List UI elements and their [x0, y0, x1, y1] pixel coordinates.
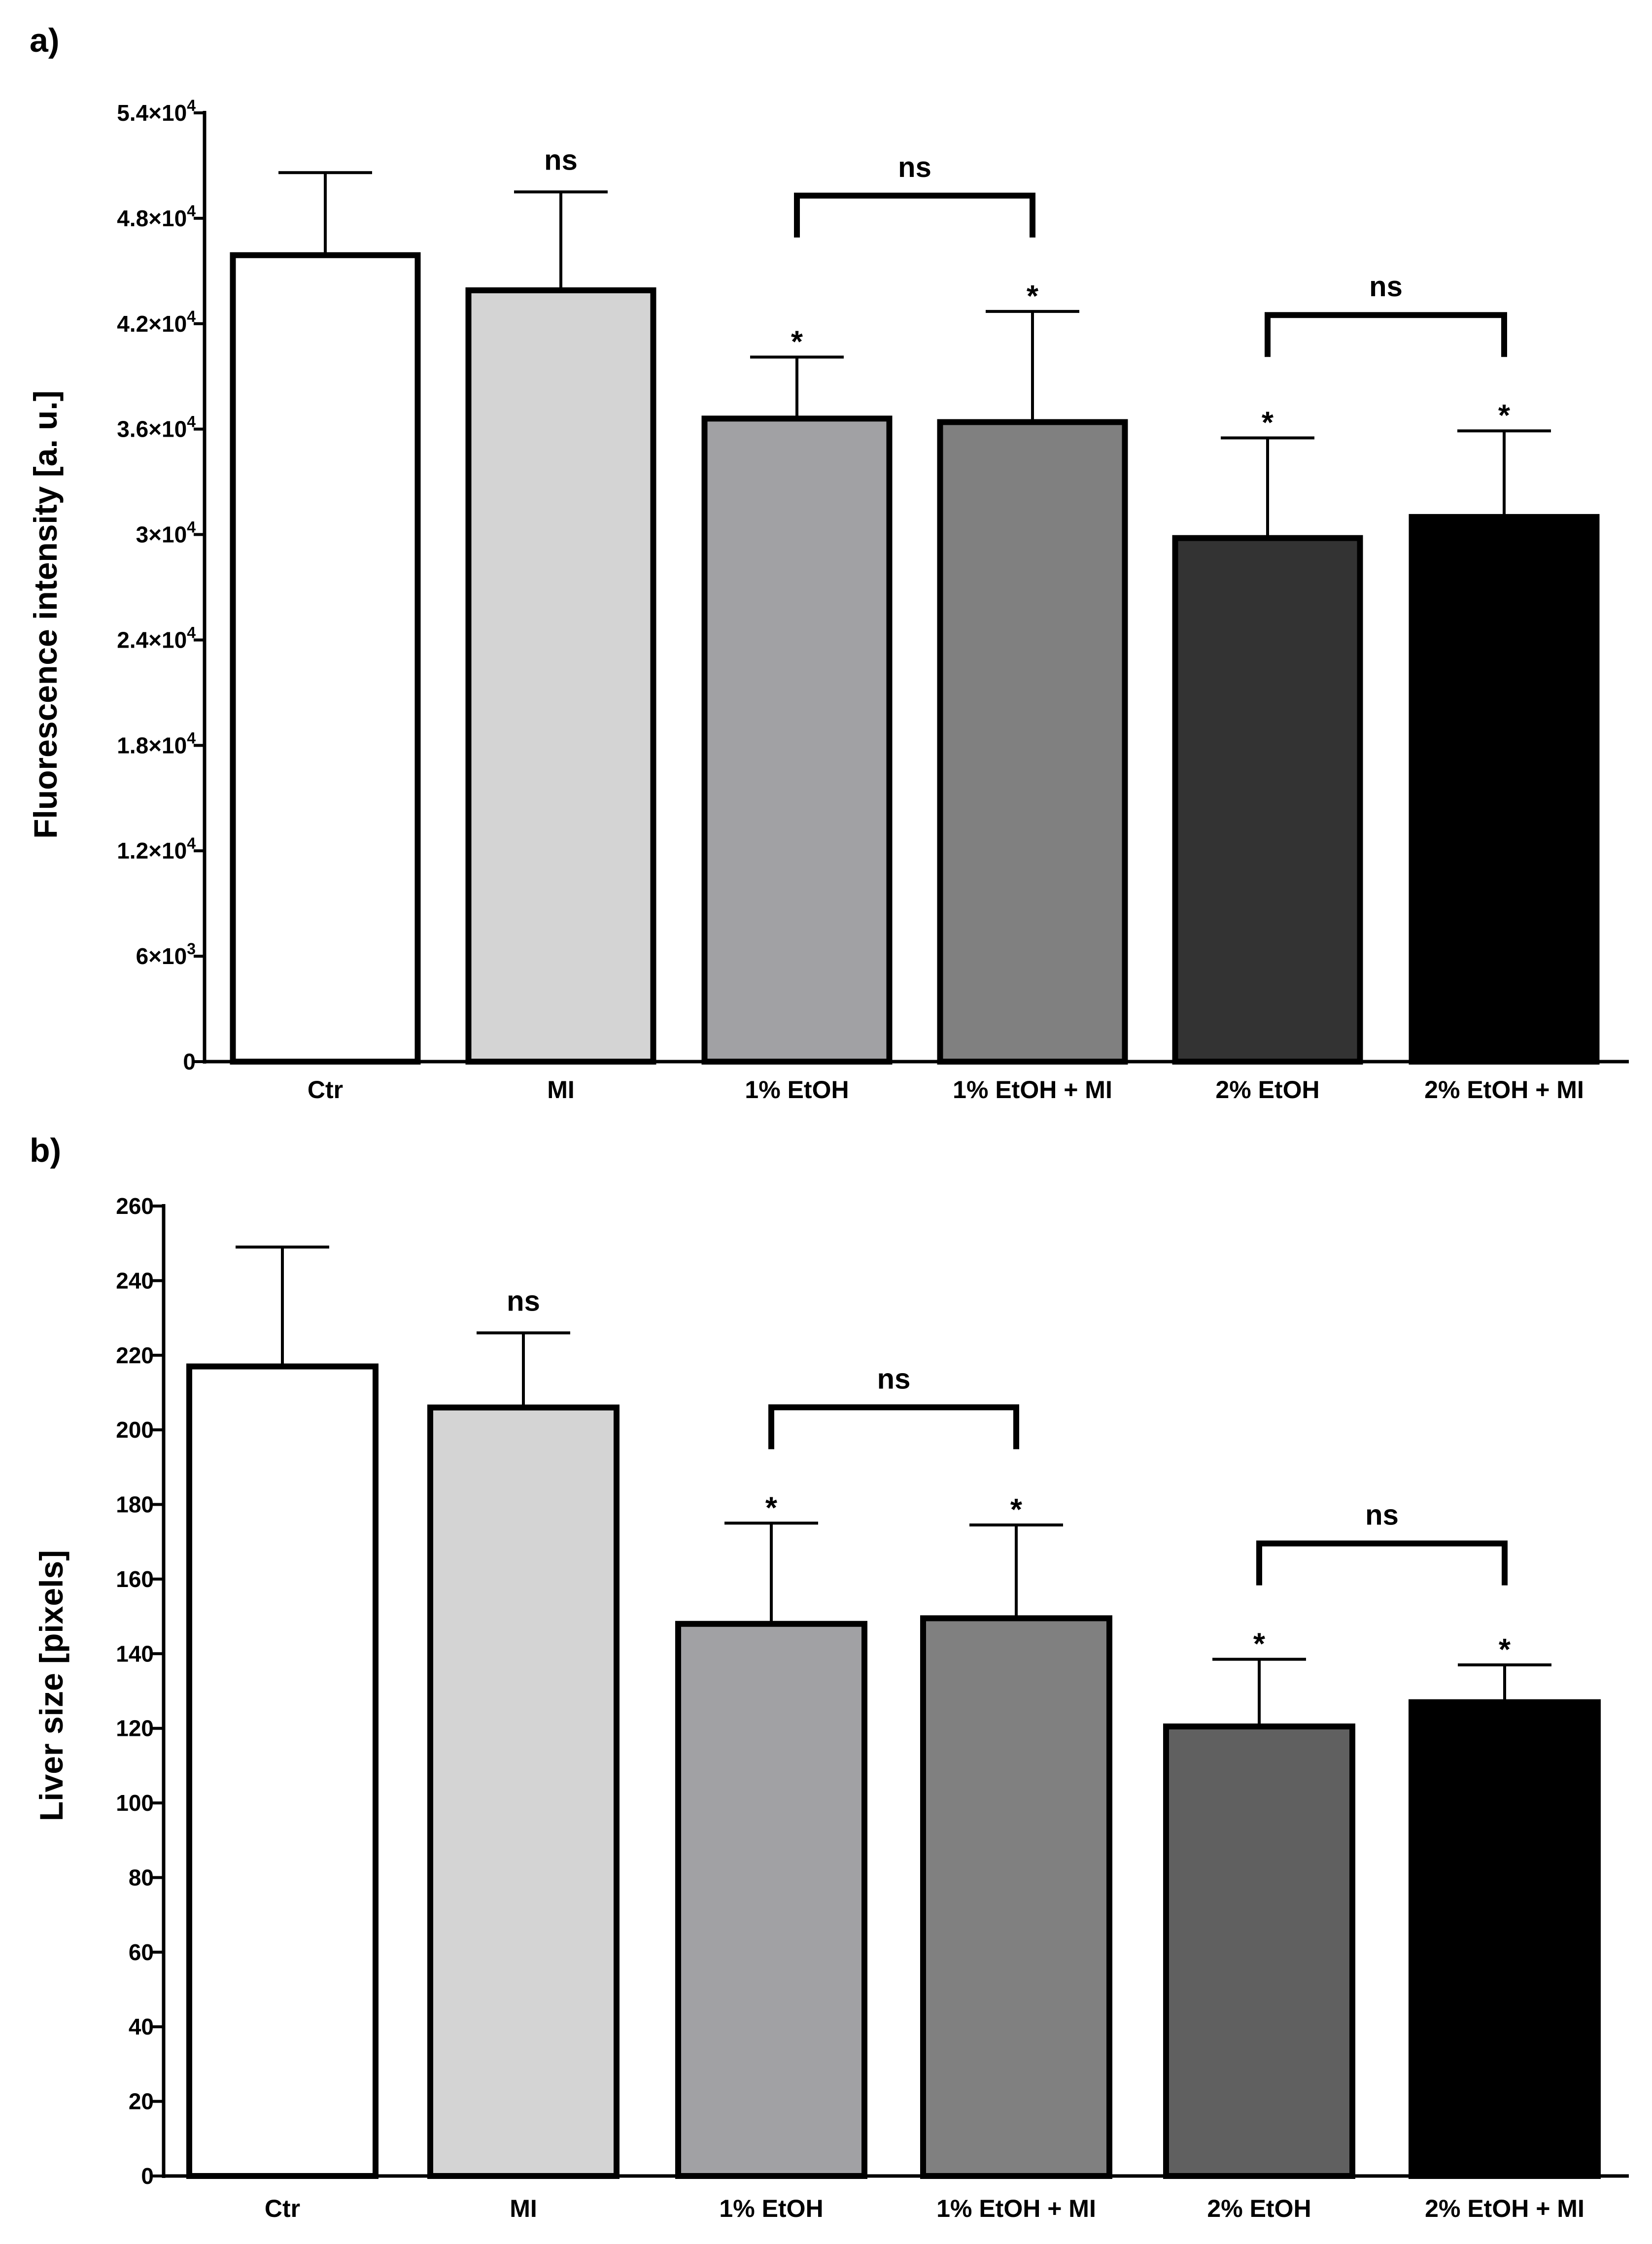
chart1-category-label: 2% EtOH + MI — [1425, 2195, 1584, 2222]
chart1-bar-3 — [920, 1615, 1112, 2179]
panel-label-b: b) — [30, 1132, 61, 1169]
chart1-significance-star: * — [1253, 1627, 1266, 1661]
chart-panel-b: b) Liver size [pixels] 0 20 40 60 80 100 120 14… — [30, 1132, 1629, 2222]
chart0-significance-star: * — [1498, 399, 1511, 433]
chart1-category-label: 2% EtOH — [1207, 2195, 1311, 2222]
chart0-significance-label: ns — [544, 144, 578, 176]
chart0-y-tick-label: 6×103 — [136, 940, 196, 969]
chart0-significance-star: * — [1027, 279, 1039, 313]
y-axis-title-a: Fluorescence intensity [a. u.] — [27, 390, 64, 839]
chart0-category-label: 1% EtOH — [745, 1076, 849, 1104]
chart1-y-tick-label: 40 — [129, 2014, 154, 2039]
chart1-category-label: 1% EtOH — [719, 2195, 823, 2222]
chart1-y-tick-label: 60 — [129, 1939, 154, 1965]
chart1-y-tick-label: 100 — [116, 1790, 154, 1816]
chart0-y-tick-label: 4.8×104 — [117, 202, 196, 231]
chart0-y-tick-label: 4.2×104 — [117, 308, 196, 337]
chart1-significance-star: * — [765, 1491, 778, 1525]
chart0-significance-bracket — [794, 192, 1035, 238]
panel-label-a: a) — [30, 22, 59, 59]
chart1-bar-4 — [1163, 1723, 1355, 2179]
chart0-y-tick-label: 0 — [183, 1049, 196, 1074]
chart1-significance-bracket — [768, 1404, 1019, 1450]
chart1-y-tick-label: 240 — [116, 1268, 154, 1293]
chart1-bracket-label: ns — [1365, 1499, 1399, 1531]
chart1-bar-1 — [427, 1404, 620, 2179]
chart0-significance-bracket — [1265, 312, 1507, 357]
chart0-y-tick-label: 1.2×104 — [117, 834, 196, 863]
chart0-y-tick-label: 5.4×104 — [117, 97, 196, 126]
chart1-y-tick-label: 220 — [116, 1343, 154, 1368]
chart0-category-label: 1% EtOH + MI — [953, 1076, 1112, 1104]
chart0-bar-5 — [1409, 514, 1600, 1065]
chart-panel-a: a) Fluorescence intensity [a. u.] 0 6×103… — [27, 22, 1629, 1104]
chart1-y-tick-label: 260 — [116, 1193, 154, 1219]
chart0-bar-3 — [937, 419, 1128, 1065]
chart1-y-tick-label: 200 — [116, 1417, 154, 1443]
chart1-y-tick-label: 80 — [129, 1864, 154, 1890]
chart0-significance-star: * — [791, 325, 803, 359]
chart1-y-tick-label: 160 — [116, 1566, 154, 1592]
chart0-category-label: 2% EtOH — [1215, 1076, 1319, 1104]
chart0-bar-4 — [1172, 535, 1363, 1065]
chart1-y-tick-label: 0 — [141, 2163, 154, 2189]
chart1-y-tick-label: 180 — [116, 1492, 154, 1518]
chart0-bracket-label: ns — [1369, 271, 1403, 303]
chart1-category-label: Ctr — [265, 2195, 300, 2222]
chart0-category-label: Ctr — [308, 1076, 343, 1104]
chart0-y-tick-label: 1.8×104 — [117, 729, 196, 758]
chart1-significance-bracket — [1256, 1540, 1508, 1586]
chart0-bar-2 — [701, 415, 893, 1065]
chart1-y-tick-label: 20 — [129, 2089, 154, 2114]
chart1-significance-star: * — [1010, 1493, 1023, 1527]
chart0-category-label: 2% EtOH + MI — [1424, 1076, 1584, 1104]
chart0-significance-star: * — [1262, 406, 1274, 440]
chart0-bar-0 — [230, 252, 421, 1065]
chart0-y-tick-label: 2.4×104 — [117, 623, 196, 653]
chart1-bar-0 — [186, 1363, 379, 2179]
chart1-significance-label: ns — [507, 1285, 540, 1317]
chart0-category-label: MI — [547, 1076, 575, 1104]
chart0-y-tick-label: 3×104 — [136, 518, 196, 548]
chart1-significance-star: * — [1499, 1633, 1511, 1667]
chart0-bracket-label: ns — [898, 151, 931, 183]
chart0-bar-1 — [465, 287, 656, 1065]
y-axis-title-b: Liver size [pixels] — [33, 1550, 69, 1821]
chart1-bar-2 — [675, 1621, 867, 2179]
chart0-y-tick-label: 3.6×104 — [117, 413, 196, 442]
chart1-bar-5 — [1409, 1699, 1601, 2179]
chart1-y-tick-label: 120 — [116, 1716, 154, 1741]
chart1-category-label: MI — [510, 2195, 537, 2222]
chart1-category-label: 1% EtOH + MI — [936, 2195, 1096, 2222]
chart1-bracket-label: ns — [877, 1363, 911, 1395]
chart1-y-tick-label: 140 — [116, 1641, 154, 1666]
